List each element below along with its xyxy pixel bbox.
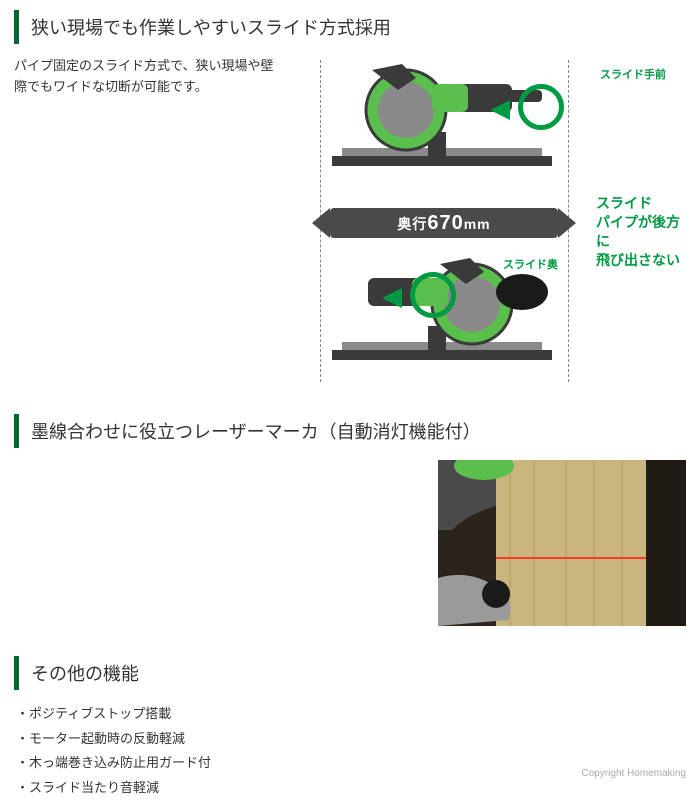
depth-arrow-left-icon: [312, 208, 330, 238]
depth-unit: mm: [464, 216, 491, 232]
section1-body: パイプ固定のスライド方式で、狭い現場や壁際でもワイドな切断が可能です。: [14, 56, 284, 386]
section2-row: [14, 460, 686, 626]
highlight-ring-back: [410, 272, 456, 318]
highlight-ring-front: [518, 84, 564, 130]
highlight-arrow-front: [490, 100, 510, 120]
depth-bar-body: 奥行670mm: [330, 208, 558, 238]
depth-value: 670: [427, 212, 463, 234]
copyright-text: Copyright Homemaking: [582, 768, 687, 779]
label-slide-back: スライド奥: [503, 256, 558, 272]
laser-svg: [438, 460, 686, 626]
section1-heading: 狭い現場でも作業しやすいスライド方式採用: [14, 10, 686, 44]
depth-prefix: 奥行: [397, 216, 427, 232]
depth-arrow-right-icon: [558, 208, 576, 238]
feature-item: ポジティブストップ搭載: [16, 702, 686, 727]
saw-illustration-front: [332, 60, 552, 180]
depth-indicator: 奥行670mm: [320, 208, 568, 238]
side-note-line1: スライド: [596, 195, 652, 211]
slide-diagram: スライド手前 奥行670mm スライド パイプが後方に 飛び出さない: [296, 56, 686, 386]
feature-item: モーター起動時の反動軽減: [16, 727, 686, 752]
side-note-line3: 飛び出さない: [596, 252, 680, 268]
highlight-arrow-back: [382, 288, 402, 308]
section1-diagram-area: スライド手前 奥行670mm スライド パイプが後方に 飛び出さない: [296, 56, 686, 386]
laser-marker-photo: [438, 460, 686, 626]
other-features-list: ポジティブストップ搭載 モーター起動時の反動軽減 木っ端巻き込み防止用ガード付 …: [14, 702, 686, 801]
feature-item: スライド当たり音軽減: [16, 776, 686, 801]
depth-text: 奥行670mm: [397, 212, 490, 235]
section1-row: パイプ固定のスライド方式で、狭い現場や壁際でもワイドな切断が可能です。: [14, 56, 686, 386]
label-slide-front: スライド手前: [600, 66, 666, 82]
saw-svg-front: [332, 60, 552, 180]
section3-heading: その他の機能: [14, 656, 686, 690]
side-note-line2: パイプが後方に: [596, 214, 680, 249]
section2-heading: 墨線合わせに役立つレーザーマーカ（自動消灯機能付）: [14, 414, 686, 448]
side-note: スライド パイプが後方に 飛び出さない: [596, 194, 692, 270]
